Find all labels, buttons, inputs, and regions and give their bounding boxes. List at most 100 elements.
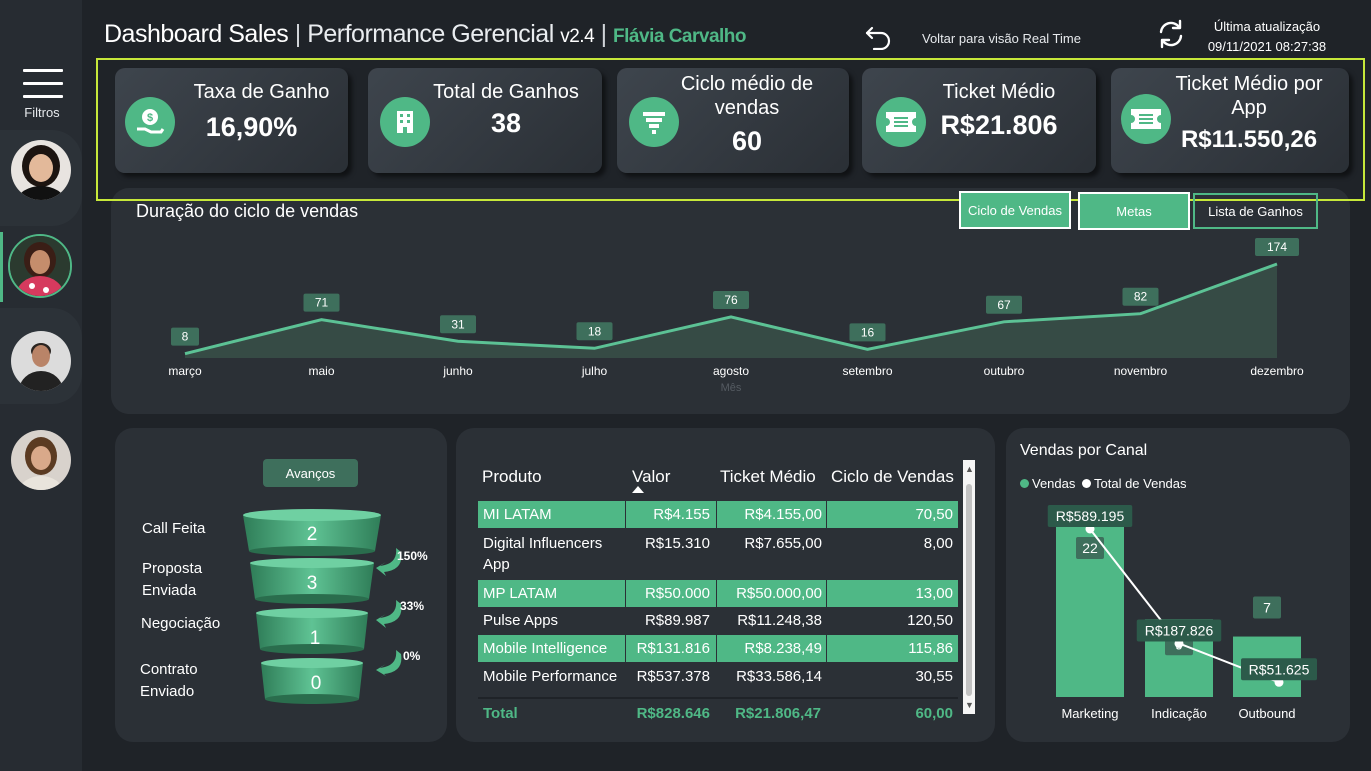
avatar-seller-1[interactable] (11, 140, 71, 200)
table-row[interactable]: Pulse Apps R$89.987 R$11.248,38 120,50 (478, 607, 958, 634)
filters-menu-button[interactable] (0, 62, 84, 124)
stage-label: Proposta Enviada (142, 560, 203, 599)
cell-ciclo: 30,55 (915, 668, 953, 685)
kpi-label: Ticket Médio (942, 81, 1056, 103)
total-divider (478, 697, 958, 699)
column-header-valor[interactable]: Valor (632, 467, 671, 486)
cell-ticket: R$33.586,14 (736, 668, 822, 685)
x-tick-label: Marketing (1061, 706, 1118, 721)
last-update-title: Última atualização (1213, 19, 1321, 34)
column-header-ciclo-vendas[interactable]: Ciclo de Vendas (831, 467, 954, 486)
cell-ciclo: 13,00 (915, 585, 953, 602)
ticket-icon (876, 97, 926, 147)
table-row[interactable]: Mobile Performance R$537.378 R$33.586,14 30… (478, 663, 958, 693)
kpi-value: R$11.550,26 (1180, 126, 1318, 153)
kpi-card-ciclo-medio: Ciclo médio de vendas 60 (617, 68, 849, 173)
table-row[interactable]: Digital Influencers App R$15.310 R$7.655,0… (478, 530, 958, 575)
x-axis-label: Mês (721, 382, 742, 394)
funnel-value: 0 (310, 673, 322, 694)
cell-produto: MI LATAM (483, 506, 552, 523)
building-icon (380, 97, 430, 147)
hamburger-icon-bar (23, 95, 63, 98)
user-separator: | (600, 20, 608, 48)
cell-ciclo: 120,50 (907, 612, 953, 629)
x-tick-label: junho (442, 364, 473, 378)
total-label: Total (483, 705, 518, 722)
table-row[interactable]: MI LATAM R$4.155 R$4.155,00 70,50 (478, 501, 958, 528)
cell-ticket: R$11.248,38 (737, 612, 822, 629)
column-header-ticket-medio[interactable]: Ticket Médio (720, 467, 816, 486)
cell-ticket: R$4.155,00 (744, 506, 822, 523)
avatar-seller-4[interactable] (11, 430, 71, 490)
cell-ticket: R$7.655,00 (744, 535, 822, 552)
data-label: 76 (724, 293, 738, 307)
person-photo-icon (11, 331, 71, 391)
cell-ciclo: 8,00 (923, 535, 953, 552)
person-photo-icon (10, 236, 70, 296)
funnel-chart (243, 509, 381, 704)
data-label-box (849, 323, 886, 342)
x-tick-label: Outbound (1238, 706, 1295, 721)
cell-divider (716, 580, 717, 607)
legend-dot-vendas (1020, 479, 1029, 488)
cell-divider (826, 635, 827, 662)
ticket-icon (1121, 94, 1171, 144)
funnel-stage-1 (243, 509, 381, 556)
bar-marketing (1056, 507, 1124, 697)
total-label: R$187.826 (1145, 622, 1214, 638)
lista-de-ganhos-button[interactable]: Lista de Ganhos (1193, 193, 1318, 229)
stage-label: Negociação (141, 615, 221, 632)
avatar-seller-3[interactable] (11, 331, 71, 391)
avatar-seller-2-selected[interactable] (8, 234, 72, 298)
table-row[interactable]: MP LATAM R$50.000 R$50.000,00 13,00 (478, 580, 958, 607)
legend-vendas: Vendas (1032, 476, 1076, 491)
table-scrollbar[interactable]: ▲ ▼ (963, 460, 975, 714)
svg-text:$: $ (147, 112, 153, 124)
cell-divider (625, 501, 626, 528)
total-label-box (1241, 658, 1317, 681)
cell-divider (716, 501, 717, 528)
ciclo-de-vendas-button[interactable]: Ciclo de Vendas (959, 191, 1071, 229)
kpi-selection-frame (96, 58, 1365, 201)
x-tick-label: Indicação (1151, 706, 1207, 721)
funnel-value: 3 (306, 573, 318, 594)
cell-produto: Mobile Performance (483, 668, 618, 685)
data-label: 16 (861, 325, 875, 339)
channels-legend: Vendas Total de Vendas (1020, 476, 1187, 491)
funnel-stage-4 (261, 658, 363, 704)
hamburger-icon (23, 69, 63, 72)
kpi-card-ticket-medio: Ticket Médio R$21.806 (862, 68, 1096, 173)
data-label: 174 (1267, 240, 1287, 254)
column-header-produto[interactable]: Produto (482, 467, 542, 486)
cycle-line-chart: 8 março 71 maio 31 junho 18 julho 76 agosto 16 sete… (168, 238, 1304, 394)
scroll-down-icon[interactable]: ▼ (965, 700, 974, 710)
channels-bar-chart: Marketing22Indicação9Outbound7R$589.195R… (1047, 505, 1317, 721)
table-row[interactable]: Mobile Intelligence R$131.816 R$8.238,49 11… (478, 635, 958, 662)
back-to-realtime-link[interactable]: Voltar para visão Real Time (922, 31, 1081, 46)
filters-label: Filtros (24, 105, 60, 120)
cell-valor: R$50.000 (644, 585, 710, 602)
count-label-box (1076, 537, 1104, 559)
metas-button[interactable]: Metas (1078, 192, 1190, 230)
cell-divider (625, 580, 626, 607)
legend-dot-total (1082, 479, 1091, 488)
person-photo-icon (11, 430, 71, 490)
scroll-up-icon[interactable]: ▲ (965, 464, 974, 474)
conversion-pct: 33% (400, 599, 425, 613)
total-label-box (1047, 505, 1133, 527)
kpi-label: Taxa de Ganho (193, 81, 330, 103)
avancos-button[interactable]: Avanços (263, 459, 358, 487)
funnel-icon (629, 97, 679, 147)
refresh-icon[interactable] (1155, 18, 1187, 50)
curved-arrow-icon (376, 650, 402, 676)
curved-arrow-icon (376, 548, 402, 576)
cell-divider (625, 635, 626, 662)
kpi-label: Ticket Médio por App (1175, 73, 1323, 119)
user-name: Flávia Carvalho (613, 26, 746, 47)
last-update-time: 09/11/2021 08:27:38 (1207, 39, 1327, 54)
undo-back-icon[interactable] (864, 24, 892, 51)
cell-ticket: R$8.238,49 (744, 640, 822, 657)
x-tick-label: julho (581, 364, 608, 378)
data-label-box (1255, 238, 1299, 256)
scroll-thumb[interactable] (966, 484, 972, 696)
